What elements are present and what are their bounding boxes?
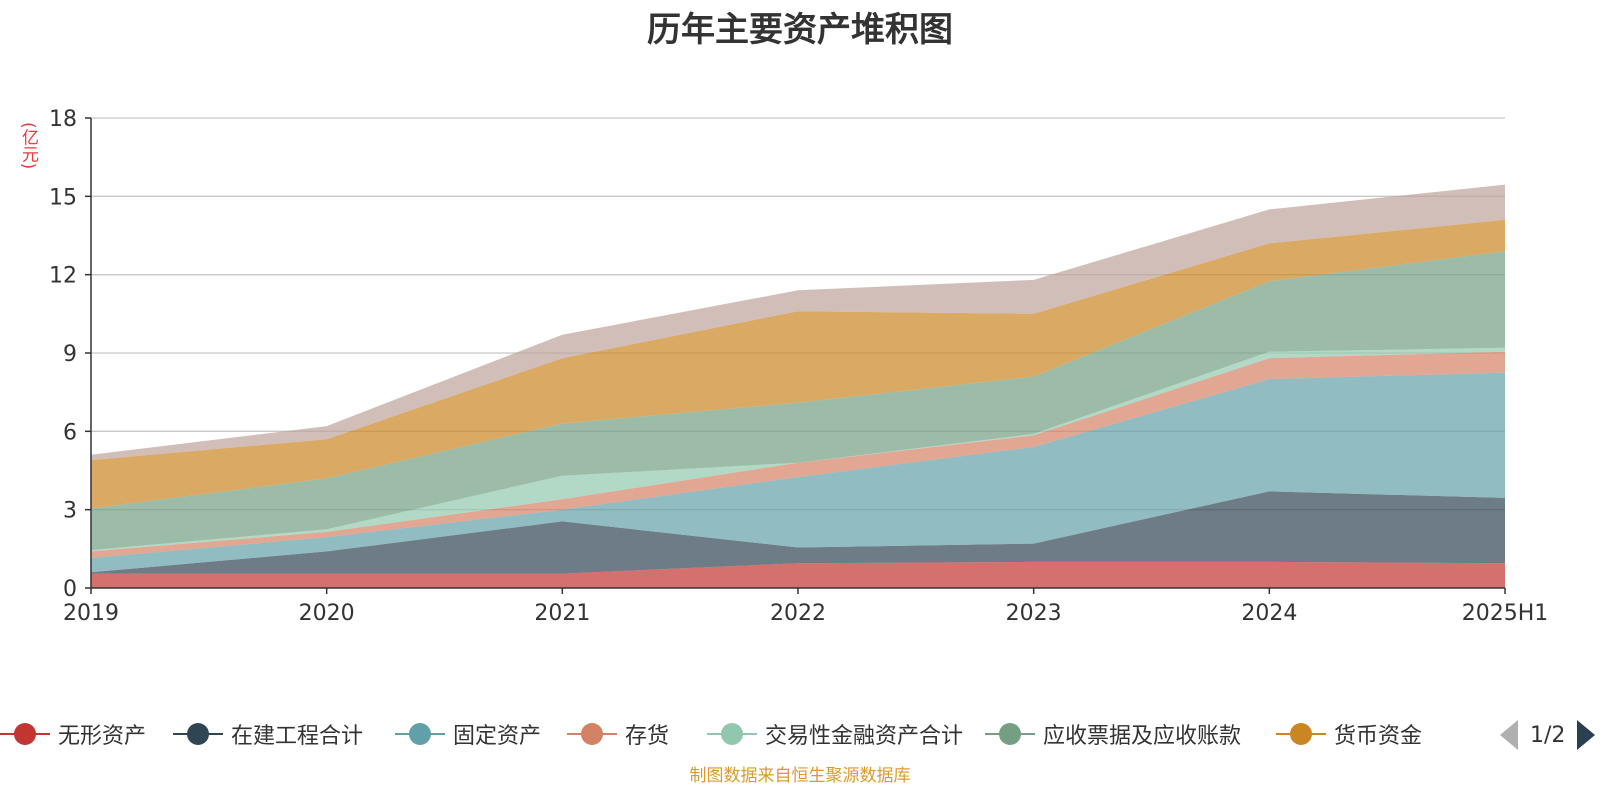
legend-item[interactable]: 交易性金融资产合计 — [707, 716, 963, 752]
legend-label: 存货 — [625, 724, 670, 749]
legend-marker-icon — [707, 716, 757, 752]
legend-next-page-icon[interactable] — [1577, 720, 1596, 750]
x-tick-label: 2024 — [1241, 601, 1297, 626]
y-tick-label: 3 — [63, 499, 77, 524]
legend-label: 固定资产 — [453, 724, 542, 749]
legend-item[interactable]: 货币资金 — [1276, 716, 1422, 752]
x-tick-label: 2025H1 — [1462, 601, 1549, 626]
legend-item[interactable]: 存货 — [567, 716, 669, 752]
legend: 无形资产 在建工程合计 固定资产 存货 交易性金融资产合计 应收票据及应收账款 货币资金 — [0, 716, 1600, 752]
legend-marker-icon — [567, 716, 617, 752]
axes: 0 3 6 9 12 15 18 2019 2020 2021 2022 2023 2024 2025H1 — [49, 107, 1548, 626]
stacked-area-chart: 0 3 6 9 12 15 18 2019 2020 2021 2022 2023 2024 2025H1 — [49, 107, 1548, 626]
area-series-0[interactable] — [91, 561, 1505, 588]
legend-item[interactable]: 固定资产 — [395, 716, 541, 752]
area-series-6[interactable] — [91, 219, 1505, 509]
area-series-5[interactable] — [91, 251, 1505, 551]
legend-label: 在建工程合计 — [231, 724, 364, 749]
legend-marker-icon — [395, 716, 445, 752]
legend-pager: 1/2 — [1500, 718, 1596, 752]
x-tick-label: 2021 — [534, 601, 590, 626]
x-tick-label: 2020 — [299, 601, 355, 626]
legend-label: 交易性金融资产合计 — [765, 724, 964, 749]
area-series-7[interactable] — [91, 184, 1505, 461]
source-note: 制图数据来自恒生聚源数据库 — [689, 766, 911, 786]
y-axis-unit-label: (亿元) — [18, 122, 38, 170]
legend-marker-icon — [1276, 716, 1326, 752]
area-series — [91, 184, 1505, 588]
y-tick-label: 18 — [49, 107, 77, 132]
legend-item[interactable]: 在建工程合计 — [173, 716, 363, 752]
area-series-2[interactable] — [91, 372, 1505, 573]
legend-prev-page-icon[interactable] — [1500, 720, 1518, 750]
y-tick-label: 12 — [49, 264, 77, 289]
y-tick-label: 0 — [63, 577, 77, 602]
legend-marker-icon — [173, 716, 223, 752]
legend-item[interactable]: 无形资产 — [0, 716, 146, 752]
y-tick-label: 9 — [63, 342, 77, 367]
legend-label: 无形资产 — [58, 724, 147, 749]
legend-marker-icon — [985, 716, 1035, 752]
y-tick-label: 15 — [49, 185, 77, 210]
legend-item[interactable]: 应收票据及应收账款 — [985, 716, 1241, 752]
area-series-3[interactable] — [91, 351, 1505, 558]
y-tick-label: 6 — [63, 420, 77, 445]
legend-page-indicator: 1/2 — [1530, 722, 1566, 748]
x-tick-label: 2023 — [1006, 601, 1062, 626]
chart-title: 历年主要资产堆积图 — [647, 10, 953, 50]
x-tick-label: 2022 — [770, 601, 826, 626]
x-tick-label: 2019 — [63, 601, 119, 626]
legend-marker-icon — [0, 716, 50, 752]
area-series-1[interactable] — [91, 491, 1505, 574]
legend-label: 货币资金 — [1334, 724, 1423, 749]
legend-label: 应收票据及应收账款 — [1043, 724, 1242, 749]
